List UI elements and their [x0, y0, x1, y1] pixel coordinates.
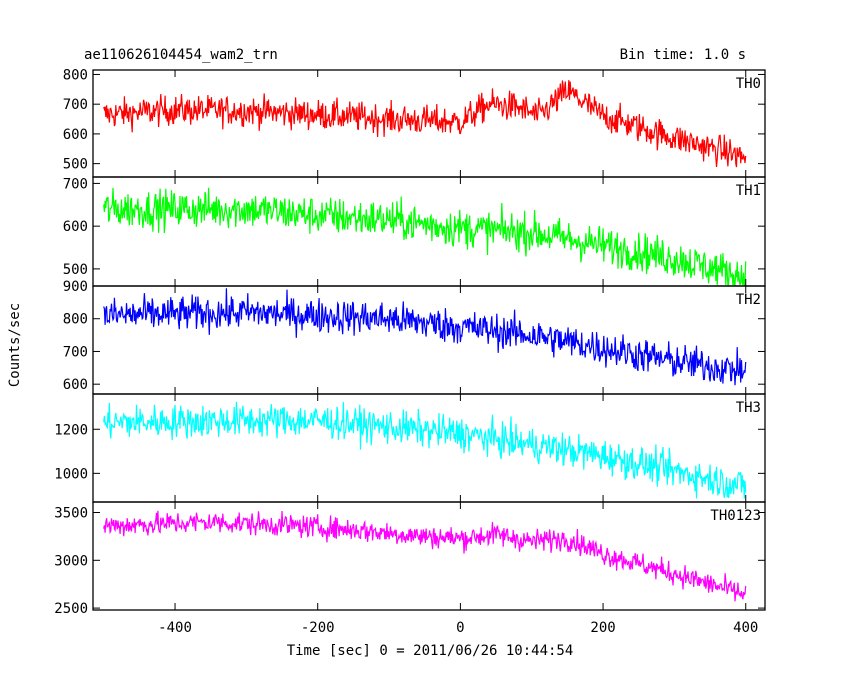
panel-label-th3: TH3	[736, 400, 761, 416]
y-tick-label-th2: 600	[63, 377, 88, 393]
y-tick-label-th1: 600	[63, 219, 88, 235]
y-tick-label-th2: 700	[63, 344, 88, 360]
y-tick-label-th0: 500	[63, 157, 88, 173]
y-tick-label-th1: 500	[63, 262, 88, 278]
series-line-th1	[103, 187, 747, 286]
y-tick-label-th0123: 2500	[54, 601, 88, 617]
y-tick-label-th2: 900	[63, 279, 88, 295]
panel-label-th0: TH0	[736, 76, 761, 92]
x-tick-label: -400	[158, 620, 192, 636]
y-tick-label-th0: 700	[63, 97, 88, 113]
y-axis-label: Counts/sec	[7, 303, 23, 387]
panel-label-th0123: TH0123	[710, 508, 761, 524]
panel-label-th2: TH2	[736, 292, 761, 308]
y-tick-label-th0123: 3500	[54, 506, 88, 522]
series-line-th0123	[103, 510, 747, 602]
x-axis-label: Time [sec] 0 = 2011/06/26 10:44:54	[287, 643, 574, 659]
x-tick-label: -200	[301, 620, 335, 636]
y-tick-label-th1: 700	[63, 176, 88, 192]
panel-frame-th1	[92, 176, 766, 287]
series-line-th0	[103, 80, 747, 168]
x-tick-label: 200	[590, 620, 615, 636]
panel-frame-th0	[92, 69, 766, 178]
x-tick-label: 400	[733, 620, 758, 636]
panels-group: 500 600 700 800 TH0 500 600 700 TH1 600 700 800 900 T…	[54, 67, 766, 636]
bin-time-label: Bin time: 1.0 s	[620, 47, 746, 63]
y-tick-label-th3: 1000	[54, 466, 88, 482]
x-tick-label: 0	[456, 620, 464, 636]
panel-frame-th2	[92, 285, 766, 395]
y-tick-label-th0: 600	[63, 127, 88, 143]
panel-frame-th0123	[92, 501, 766, 611]
y-tick-label-th0123: 3000	[54, 553, 88, 569]
panel-label-th1: TH1	[736, 183, 761, 199]
y-tick-label-th3: 1200	[54, 422, 88, 438]
series-line-th2	[103, 288, 747, 386]
chart-title: ae110626104454_wam2_trn	[84, 47, 278, 63]
y-tick-label-th0: 800	[63, 67, 88, 83]
series-line-th3	[103, 401, 747, 499]
y-tick-label-th2: 800	[63, 312, 88, 328]
